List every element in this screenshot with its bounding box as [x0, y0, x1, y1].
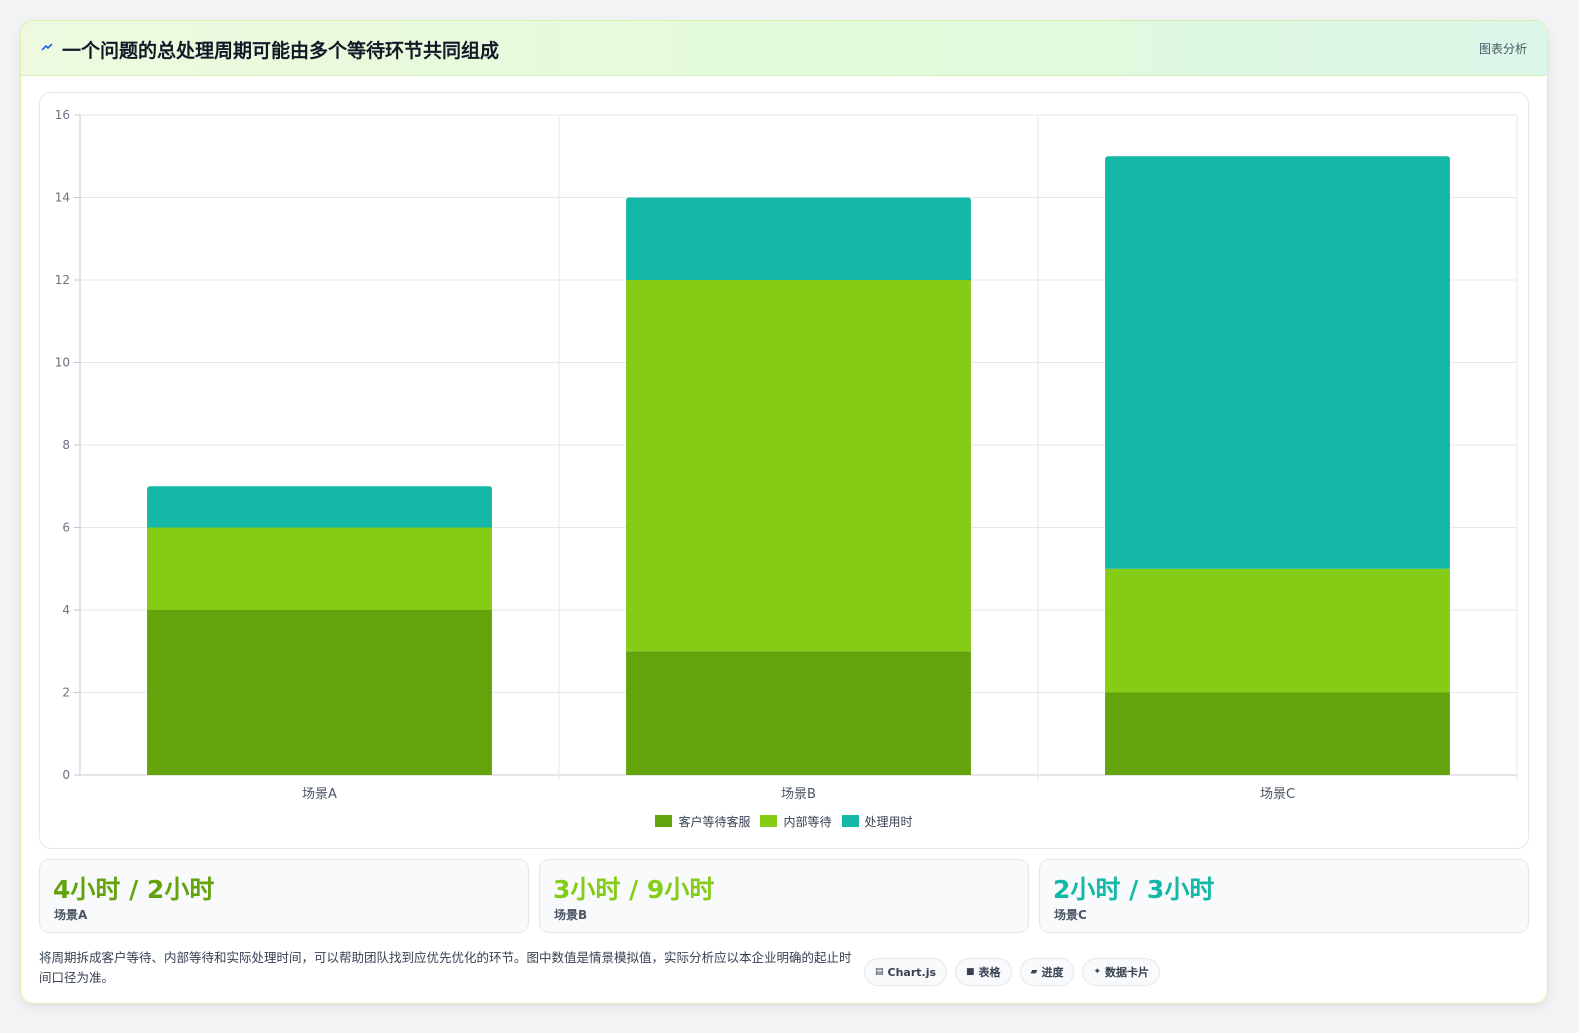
y-tick-label: 12 — [55, 273, 70, 287]
bar-segment — [147, 610, 492, 775]
tech-badges: ▤ Chart.js ■ 表格 ▰ 进度 ✦ 数据卡片 — [864, 958, 1161, 986]
y-tick-label: 10 — [55, 356, 70, 370]
progress-icon: ▰ — [1030, 967, 1038, 977]
stacked-bar-chart: 0 2 4 6 8 10 12 14 16 场景A 场景B 场景C — [55, 108, 1518, 802]
badge-label: 表格 — [978, 966, 1001, 979]
bar-segment — [1105, 568, 1450, 693]
y-tick-label: 2 — [62, 686, 70, 700]
header-tag[interactable]: 图表分析 — [1478, 42, 1527, 56]
table-icon: ■ — [966, 967, 975, 977]
stat-value: 2小时 / 3小时 — [1053, 875, 1215, 904]
stat-label: 场景B — [554, 908, 588, 922]
legend-swatch — [841, 815, 859, 827]
badge-label: 进度 — [1041, 966, 1064, 979]
stat-label: 场景C — [1054, 908, 1087, 922]
y-tick-label: 14 — [55, 191, 70, 205]
bar-segment — [147, 486, 492, 528]
bar-segment — [626, 197, 971, 280]
stat-value: 4小时 / 2小时 — [53, 875, 215, 904]
chart-card: 一个问题的总处理周期可能由多个等待环节共同组成 图表分析 0 2 4 6 8 10 12 14… — [20, 20, 1548, 1004]
sparkle-icon: ✦ — [1093, 967, 1102, 977]
legend-swatch — [760, 815, 778, 827]
y-tick-label: 16 — [55, 108, 70, 122]
tech-badge[interactable]: ✦ 数据卡片 — [1082, 958, 1161, 986]
trend-line-icon — [41, 43, 53, 51]
tech-badge[interactable]: ■ 表格 — [955, 958, 1012, 986]
x-tick-label: 场景C — [1260, 787, 1295, 802]
x-tick-label: 场景A — [302, 787, 337, 802]
legend-item[interactable]: 内部等待 — [760, 813, 832, 830]
legend-item[interactable]: 客户等待客服 — [655, 813, 750, 830]
bar-segment — [626, 280, 971, 652]
chart-container: 0 2 4 6 8 10 12 14 16 场景A 场景B 场景C 客户等待客服 内部等待 处理用时 — [39, 92, 1529, 849]
stat-value: 3小时 / 9小时 — [553, 875, 715, 904]
stat-label: 场景A — [54, 908, 88, 922]
stat-card: 2小时 / 3小时场景C — [1039, 859, 1529, 933]
stat-card: 4小时 / 2小时场景A — [39, 859, 529, 933]
y-tick-label: 6 — [62, 521, 70, 535]
badge-label: Chart.js — [887, 965, 937, 979]
tech-badge[interactable]: ▤ Chart.js — [864, 958, 948, 986]
tech-badge[interactable]: ▰ 进度 — [1019, 958, 1075, 986]
y-tick-label: 8 — [62, 438, 70, 452]
bar-segment — [1105, 692, 1450, 775]
y-tick-label: 0 — [62, 768, 70, 782]
x-tick-label: 场景B — [781, 787, 816, 802]
chart-legend: 客户等待客服 内部等待 处理用时 — [40, 812, 1528, 830]
stat-cards: 4小时 / 2小时 场景A 3小时 / 9小时 场景B 2小时 / 3小时 场景C — [39, 859, 1529, 933]
bar-segment — [1105, 156, 1450, 569]
badge-label: 数据卡片 — [1105, 966, 1150, 979]
page-title: 一个问题的总处理周期可能由多个等待环节共同组成 — [62, 40, 500, 62]
legend-label: 内部等待 — [783, 814, 832, 829]
legend-swatch — [655, 815, 673, 827]
legend-label: 客户等待客服 — [678, 814, 751, 829]
footnote: 将周期拆成客户等待、内部等待和实际处理时间，可以帮助团队找到应优先优化的环节。图… — [39, 950, 852, 985]
bar-segment — [626, 651, 971, 775]
legend-item[interactable]: 处理用时 — [841, 813, 913, 830]
card-header: 一个问题的总处理周期可能由多个等待环节共同组成 图表分析 — [21, 21, 1547, 76]
chart-icon: ▤ — [875, 967, 884, 977]
y-tick-label: 4 — [62, 603, 70, 617]
bar-segment — [147, 527, 492, 610]
stat-card: 3小时 / 9小时场景B — [539, 859, 1029, 933]
legend-label: 处理用时 — [864, 814, 913, 829]
